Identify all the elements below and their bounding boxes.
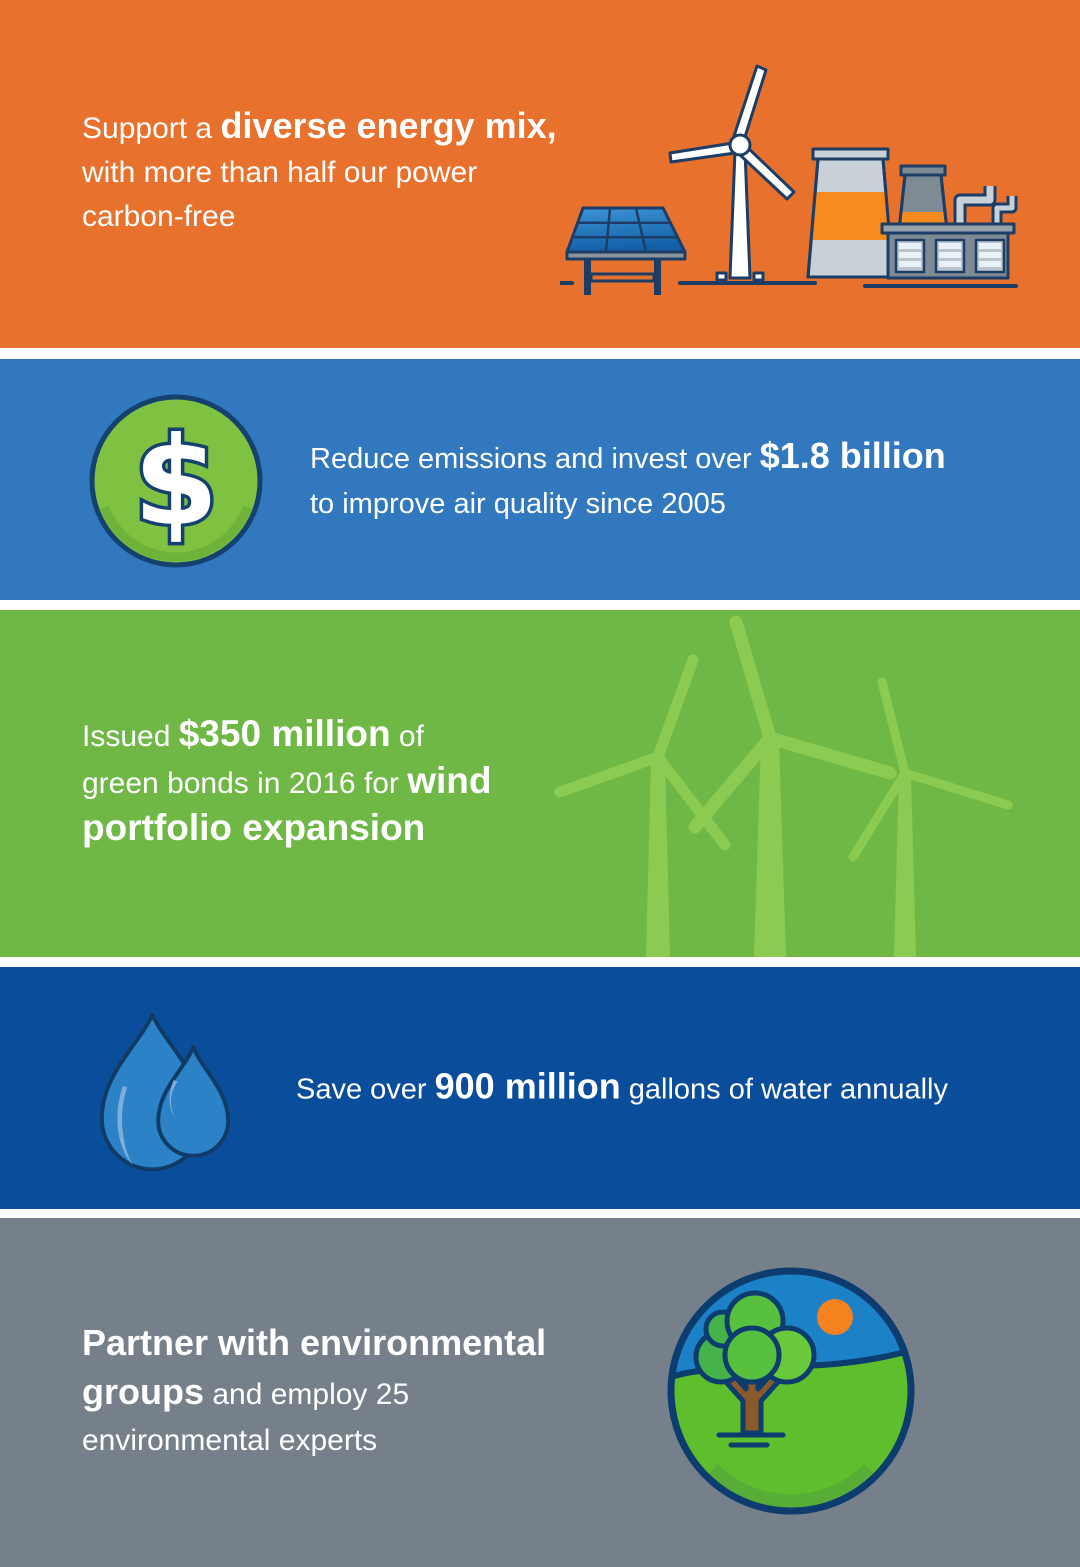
band-diverse-energy-mix: Support a diverse energy mix, with more … <box>0 0 1080 348</box>
green-bonds-text: Issued $350 million of green bonds in 20… <box>82 712 492 853</box>
dollar-sign-icon: $ <box>89 394 263 568</box>
text-segment-bold: groups <box>82 1371 204 1412</box>
water-savings-text: Save over 900 million gallons of water a… <box>296 1065 948 1112</box>
white-divider <box>0 1209 1080 1218</box>
droplet-highlight <box>117 1085 133 1166</box>
power-plant-icon <box>806 147 1018 288</box>
wind-turbine-icon <box>668 64 817 285</box>
text-segment: Reduce emissions and invest over <box>310 442 760 475</box>
text-line: carbon-free <box>82 195 557 239</box>
silhouette-turbine-middle <box>688 615 897 957</box>
text-line: Reduce emissions and invest over $1.8 bi… <box>310 433 946 482</box>
text-segment: environmental experts <box>82 1424 378 1457</box>
text-segment-bold: $350 million <box>178 713 391 754</box>
small-droplet <box>156 1044 231 1158</box>
text-line: to improve air quality since 2005 <box>310 482 946 527</box>
text-line: Partner with environmental <box>82 1320 546 1369</box>
text-segment: green bonds in 2016 for <box>82 767 408 800</box>
text-segment-bold: $1.8 billion <box>759 434 946 476</box>
band-environmental-partners: Partner with environmental groups and em… <box>0 1218 1080 1567</box>
text-segment: and employ 25 <box>204 1378 410 1411</box>
text-segment: of <box>390 720 424 753</box>
tree <box>693 1290 817 1448</box>
tree-foliage <box>693 1290 817 1385</box>
text-line: green bonds in 2016 for wind <box>82 759 492 806</box>
text-line: Support a diverse energy mix, <box>82 104 557 151</box>
text-line: groups and employ 25 <box>82 1369 546 1418</box>
text-segment-bold: 900 million <box>434 1065 621 1107</box>
silhouette-turbine-right <box>848 677 1013 957</box>
circle-outline <box>667 1267 915 1515</box>
text-segment: Save over <box>296 1073 435 1106</box>
tree-landscape-icon <box>667 1267 915 1515</box>
band-air-quality-investment: $ Reduce emissions and invest over $1.8 … <box>0 359 1080 600</box>
dollar-glyph: $ <box>134 411 219 553</box>
text-segment: gallons of water annually <box>620 1073 948 1106</box>
text-segment-bold: diverse energy mix, <box>220 105 557 146</box>
environmental-partners-text: Partner with environmental groups and em… <box>82 1320 546 1464</box>
band-water-savings: Save over 900 million gallons of water a… <box>0 967 1080 1209</box>
text-segment: Support a <box>82 112 221 145</box>
text-line: Save over 900 million gallons of water a… <box>296 1065 948 1112</box>
text-segment-bold: wind <box>407 760 492 801</box>
text-segment-bold: portfolio expansion <box>82 807 426 848</box>
air-quality-text: Reduce emissions and invest over $1.8 bi… <box>310 433 946 527</box>
solar-panel-icon <box>560 206 687 295</box>
text-line: Issued $350 million of <box>82 712 492 759</box>
energy-mix-text: Support a diverse energy mix, with more … <box>82 104 557 239</box>
hill-shade-rim <box>708 1463 874 1508</box>
band-green-bonds: Issued $350 million of green bonds in 20… <box>0 610 1080 957</box>
text-line: with more than half our power <box>82 151 557 195</box>
text-segment-bold: Partner with environmental <box>82 1322 547 1363</box>
droplet-highlight <box>169 1079 178 1117</box>
text-segment: carbon-free <box>82 200 236 233</box>
text-line: portfolio expansion <box>82 806 492 853</box>
white-divider <box>0 600 1080 610</box>
silhouette-turbine-left <box>554 654 731 957</box>
text-segment: with more than half our power <box>82 156 478 189</box>
white-divider <box>0 348 1080 359</box>
text-line: environmental experts <box>82 1418 546 1464</box>
water-droplets-icon <box>99 1012 231 1172</box>
wind-turbines-silhouette-icon <box>554 615 1013 957</box>
energy-sources-illustration <box>560 64 1018 295</box>
text-segment: Issued <box>82 720 179 753</box>
white-divider <box>0 957 1080 967</box>
sun <box>817 1299 853 1335</box>
text-segment: to improve air quality since 2005 <box>310 487 726 520</box>
